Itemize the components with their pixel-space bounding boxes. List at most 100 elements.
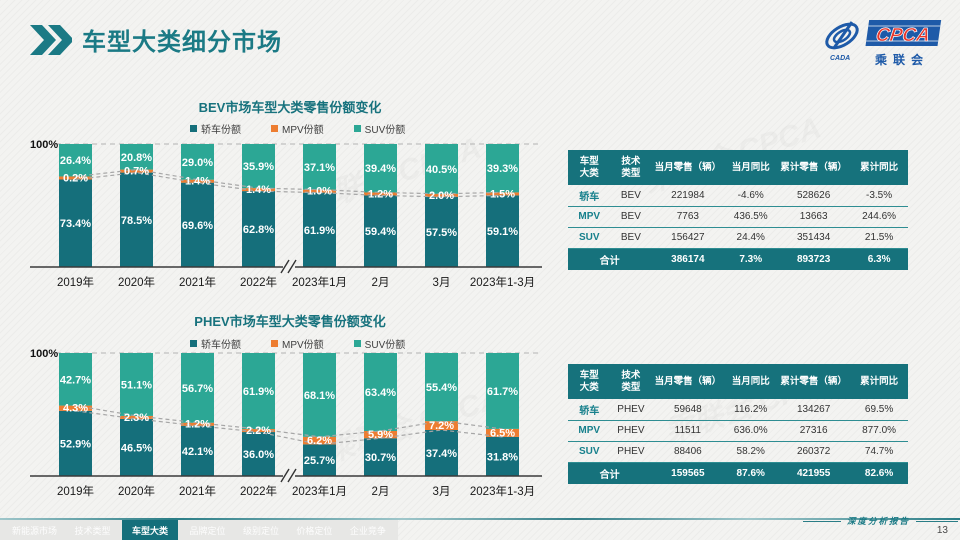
svg-text:37.4%: 37.4% <box>426 448 457 460</box>
table-row: SUV PHEV 88406 58.2% 260372 74.7% <box>568 441 908 463</box>
nav-tab-vehicle-category[interactable]: 车型大类 <box>121 520 178 540</box>
svg-text:2023年1月: 2023年1月 <box>292 275 347 289</box>
cell-category: MPV <box>568 206 611 228</box>
svg-text:0.7%: 0.7% <box>124 166 149 178</box>
svg-text:100%: 100% <box>30 139 58 151</box>
cell-cumulative-yoy: 21.5% <box>850 227 908 249</box>
svg-text:1.2%: 1.2% <box>185 419 210 431</box>
svg-text:20.8%: 20.8% <box>121 152 152 164</box>
cell-monthly-yoy: 24.4% <box>724 227 778 249</box>
svg-text:2023年1月: 2023年1月 <box>292 484 347 498</box>
svg-text:26.4%: 26.4% <box>60 155 91 167</box>
cell-cumulative: 13663 <box>777 206 851 228</box>
double-chevron-icon <box>30 24 72 55</box>
tag-line <box>916 520 958 522</box>
table-row: 轿车 BEV 221984 -4.6% 528626 -3.5% <box>568 185 908 207</box>
svg-text:1.4%: 1.4% <box>246 184 271 196</box>
bev-table: 车型 大类 技术 类型 当月零售（辆） 当月同比 累计零售（辆） 累计同比 轿车… <box>568 150 908 270</box>
svg-text:69.6%: 69.6% <box>182 220 213 232</box>
cell-total-monthly: 159565 <box>651 462 725 484</box>
svg-text:1.4%: 1.4% <box>185 176 210 188</box>
cell-tech: PHEV <box>610 420 652 442</box>
nav-tab-brand-positioning[interactable]: 品牌定位 <box>189 525 226 536</box>
svg-text:46.5%: 46.5% <box>121 442 152 454</box>
cell-cumulative: 528626 <box>777 185 851 207</box>
svg-text:2023年1-3月: 2023年1-3月 <box>470 484 535 498</box>
nav-tab-price-positioning[interactable]: 价格定位 <box>296 525 333 536</box>
cell-monthly-yoy: 58.2% <box>724 441 778 463</box>
svg-text:2022年: 2022年 <box>240 275 277 289</box>
cpca-emblem-icon: CADA <box>825 21 859 62</box>
nav-tab-segment-positioning[interactable]: 级别定位 <box>242 525 279 536</box>
table-row: MPV BEV 7763 436.5% 13663 244.6% <box>568 206 908 228</box>
cell-tech: BEV <box>610 227 652 249</box>
svg-text:59.1%: 59.1% <box>487 226 518 238</box>
suv-color-swatch <box>353 125 361 132</box>
cell-total-cumulative: 893723 <box>777 248 851 270</box>
col-header: 累计零售（辆） <box>777 364 851 399</box>
col-header: 技术 类型 <box>610 150 652 185</box>
page-number: 13 <box>936 525 948 536</box>
col-header: 累计同比 <box>850 150 908 185</box>
cpca-logo: CADA CPCA 乘联会 <box>820 14 948 70</box>
svg-text:4.3%: 4.3% <box>63 403 88 415</box>
svg-text:7.2%: 7.2% <box>429 420 454 432</box>
svg-text:25.7%: 25.7% <box>304 455 335 467</box>
svg-text:55.4%: 55.4% <box>426 382 457 394</box>
cell-monthly: 11511 <box>651 420 725 442</box>
sedan-color-swatch <box>190 125 197 132</box>
svg-text:3月: 3月 <box>433 486 451 498</box>
svg-text:1.2%: 1.2% <box>368 188 393 200</box>
col-header: 累计零售（辆） <box>777 150 851 185</box>
legend-item-mpv: MPV份额 <box>271 121 324 136</box>
section-nav: 新能源市场 技术类型 车型大类 品牌定位 级别定位 价格定位 企业竞争 <box>0 520 398 540</box>
cell-total-monthly: 386174 <box>651 248 725 270</box>
col-header: 车型 大类 <box>568 150 611 185</box>
bev-chart-legend: 轿车份额 MPV份额 SUV份额 <box>30 121 550 136</box>
nav-tab-enterprise-competition[interactable]: 企业竞争 <box>349 525 386 536</box>
cell-total-label: 合计 <box>568 462 652 484</box>
cell-monthly: 7763 <box>651 206 725 228</box>
cell-total-cumulative: 421955 <box>777 462 851 484</box>
col-header: 当月零售（辆） <box>651 150 725 185</box>
cell-cumulative: 260372 <box>777 441 851 463</box>
svg-text:56.7%: 56.7% <box>182 383 213 395</box>
suv-color-swatch <box>353 340 361 347</box>
legend-item-sedan: 轿车份额 <box>190 336 241 351</box>
nav-tab-new-energy-market[interactable]: 新能源市场 <box>12 525 58 536</box>
svg-text:37.1%: 37.1% <box>304 162 335 174</box>
svg-text:61.9%: 61.9% <box>243 386 274 398</box>
cell-total-cumulative-yoy: 6.3% <box>850 248 908 270</box>
svg-text:42.7%: 42.7% <box>60 374 91 386</box>
svg-text:2.3%: 2.3% <box>124 412 149 424</box>
cell-tech: PHEV <box>610 399 652 421</box>
legend-item-mpv: MPV份额 <box>271 336 324 351</box>
svg-text:乘联会: 乘联会 <box>874 52 929 67</box>
cell-total-label: 合计 <box>568 248 652 270</box>
phev-chart-title: PHEV市场车型大类零售份额变化 <box>194 314 386 329</box>
mpv-color-swatch <box>271 340 278 347</box>
cell-cumulative: 134267 <box>777 399 851 421</box>
svg-text:62.8%: 62.8% <box>243 224 274 236</box>
tag-line <box>802 520 841 522</box>
cell-monthly-yoy: 636.0% <box>724 420 778 442</box>
cell-monthly: 156427 <box>651 227 725 249</box>
phev-table-header-row: 车型 大类 技术 类型 当月零售（辆） 当月同比 累计零售（辆） 累计同比 <box>568 364 908 399</box>
svg-text:61.9%: 61.9% <box>304 225 335 237</box>
cell-total-monthly-yoy: 7.3% <box>724 248 778 270</box>
cell-cumulative: 27316 <box>777 420 851 442</box>
legend-item-suv: SUV份额 <box>353 121 405 136</box>
svg-text:3月: 3月 <box>433 277 451 289</box>
cell-cumulative-yoy: 877.0% <box>850 420 908 442</box>
page-title: 车型大类细分市场 <box>82 29 282 56</box>
col-header: 技术 类型 <box>610 364 652 399</box>
svg-text:40.5%: 40.5% <box>426 164 457 176</box>
cell-cumulative: 351434 <box>777 227 851 249</box>
col-header: 当月同比 <box>724 150 778 185</box>
cell-cumulative-yoy: -3.5% <box>850 185 908 207</box>
sedan-color-swatch <box>190 340 197 347</box>
nav-tab-tech-type[interactable]: 技术类型 <box>74 525 111 536</box>
col-header: 当月同比 <box>724 364 778 399</box>
bev-chart-title: BEV市场车型大类零售份额变化 <box>198 100 382 115</box>
table-row: MPV PHEV 11511 636.0% 27316 877.0% <box>568 420 908 442</box>
